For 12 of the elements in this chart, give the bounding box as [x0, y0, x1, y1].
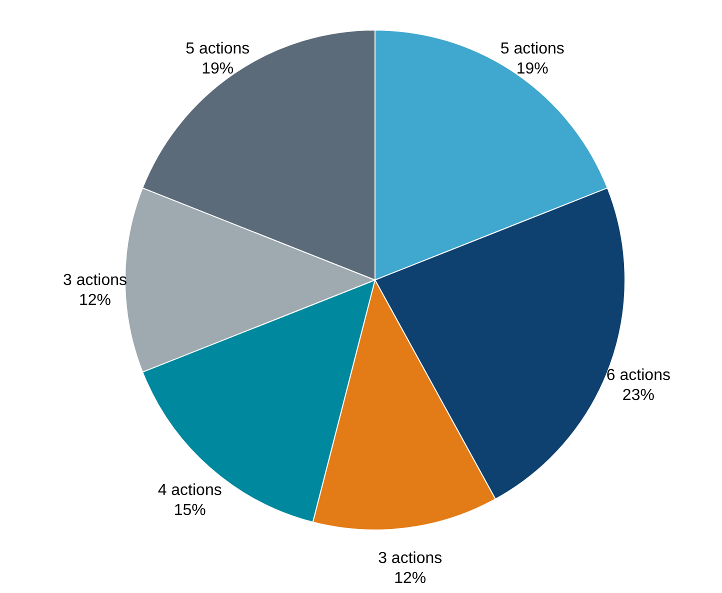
slice-label: 5 actions — [186, 40, 250, 58]
slice-label: 3 actions — [62, 272, 128, 289]
data-label: 15% — [174, 502, 206, 520]
slice-label: 6 actions — [606, 366, 670, 384]
data-label: 19% — [202, 60, 234, 78]
data-label: 12% — [78, 292, 112, 309]
data-label: 12% — [394, 570, 426, 587]
slice-label: 3 actions — [378, 550, 442, 567]
data-label: 19% — [516, 60, 548, 78]
data-label: 23% — [622, 386, 654, 404]
slice-label: 4 actions — [158, 482, 222, 500]
slice-label: 5 actions — [500, 40, 564, 58]
